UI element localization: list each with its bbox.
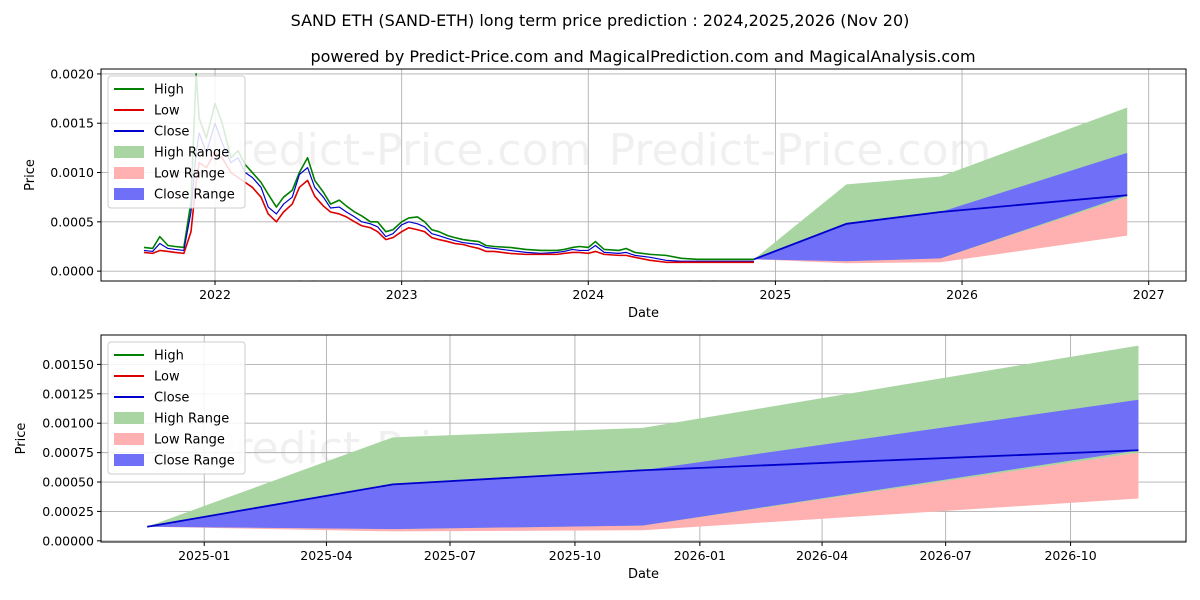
y-tick-label: 0.00000 — [42, 533, 94, 548]
watermark-text: Predict-Price.com — [209, 125, 592, 176]
x-tick-label: 2025-07 — [424, 548, 476, 563]
y-axis-label: Price — [14, 423, 29, 455]
legend-close-range-label: Close Range — [154, 188, 235, 203]
close-forecast-line — [147, 449, 1139, 528]
legend-high-range-label: High Range — [154, 146, 229, 161]
low-range-band — [147, 452, 1139, 532]
x-tick-label: 2027 — [1133, 287, 1165, 302]
legend-high-range-swatch — [114, 146, 144, 158]
y-tick-label: 0.0015 — [50, 116, 94, 131]
legend-close-label: Close — [154, 391, 189, 406]
legend-high-label: High — [154, 349, 184, 364]
close-forecast-line — [753, 194, 1128, 261]
y-tick-label: 0.0005 — [50, 214, 94, 229]
legend-low-label: Low — [154, 370, 180, 385]
y-tick-label: 0.00075 — [42, 445, 94, 460]
x-tick-label: 2026-01 — [674, 548, 726, 563]
y-tick-label: 0.0010 — [50, 165, 94, 180]
y-tick-label: 0.00100 — [42, 416, 94, 431]
chart-title: SAND ETH (SAND-ETH) long term price pred… — [291, 11, 910, 30]
close-range-band — [753, 152, 1128, 262]
legend-close-label: Close — [154, 125, 189, 140]
y-axis-label: Price — [23, 159, 38, 191]
x-tick-label: 2026-04 — [796, 548, 848, 563]
y-tick-label: 0.00025 — [42, 504, 94, 519]
legend-high-range-swatch — [114, 412, 144, 424]
legend: High Low Close High Range Low Range Close Ran… — [107, 75, 246, 209]
x-tick-label: 2026-10 — [1044, 548, 1096, 563]
legend-low-label: Low — [154, 104, 180, 119]
legend-low-range-swatch — [114, 167, 144, 179]
watermark-text: Predict-Price.com — [209, 273, 592, 324]
x-tick-label: 2025 — [760, 287, 792, 302]
legend-low-range-swatch — [114, 433, 144, 445]
legend: High Low Close High Range Low Range Close Ran… — [107, 341, 246, 475]
watermark-text: Predict-Price.com — [609, 125, 992, 176]
x-tick-label: 2025-01 — [178, 548, 230, 563]
legend-high-label: High — [154, 83, 184, 98]
chart-subtitle: powered by Predict-Price.com and Magical… — [310, 47, 975, 66]
y-tick-label: 0.0020 — [50, 66, 94, 81]
forecast-panel: Predict-Price.comPredict-Price.com2025-0… — [14, 334, 1187, 582]
history-panel: Predict-Price.com Predict-Price.com Predic… — [23, 66, 1187, 324]
plot-area — [143, 73, 1128, 264]
x-tick-label: 2024 — [572, 287, 604, 302]
plot-frame — [100, 334, 1187, 543]
plot-area — [147, 345, 1139, 532]
watermark-text: Predict-Price.com — [609, 273, 992, 324]
legend-close-range-swatch — [114, 454, 144, 466]
x-axis-label: Date — [628, 567, 659, 582]
close-range-band — [147, 399, 1139, 530]
low-range-band — [753, 197, 1128, 264]
x-tick-label: 2026-07 — [920, 548, 972, 563]
plot-frame — [100, 68, 1187, 282]
y-tick-label: 0.00125 — [42, 386, 94, 401]
legend-low-range-label: Low Range — [154, 433, 225, 448]
x-tick-label: 2022 — [199, 287, 231, 302]
legend-low-range-label: Low Range — [154, 167, 225, 182]
watermark: Predict-Price.com Predict-Price.com Predic… — [209, 125, 992, 324]
x-tick-label: 2026 — [946, 287, 978, 302]
y-tick-label: 0.00050 — [42, 475, 94, 490]
y-tick-label: 0.00150 — [42, 357, 94, 372]
x-axis-label: Date — [628, 306, 659, 321]
x-tick-label: 2025-04 — [300, 548, 352, 563]
x-tick-label: 2023 — [386, 287, 418, 302]
legend-close-range-swatch — [114, 188, 144, 200]
legend-close-range-label: Close Range — [154, 454, 235, 469]
x-tick-label: 2025-10 — [549, 548, 601, 563]
y-tick-label: 0.0000 — [50, 264, 94, 279]
legend-high-range-label: High Range — [154, 412, 229, 427]
